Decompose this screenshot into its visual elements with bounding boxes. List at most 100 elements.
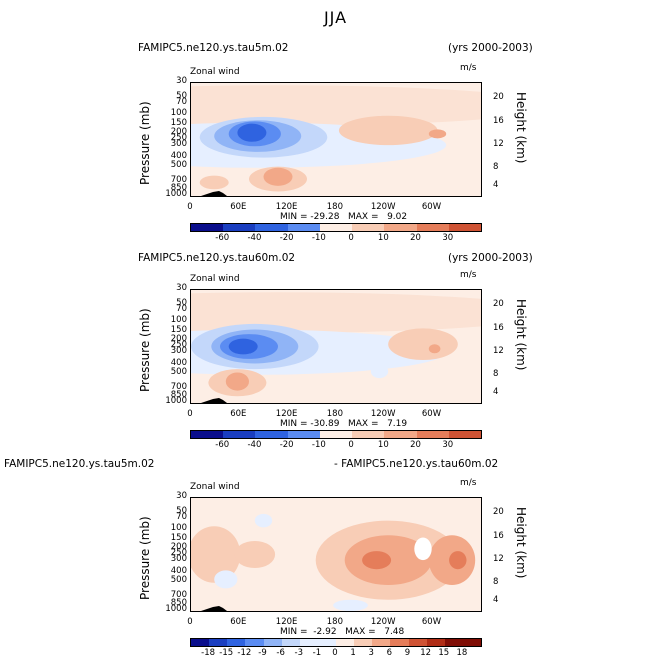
y-tick-label: 70 <box>176 512 187 523</box>
colorbar <box>190 430 482 439</box>
y-tick-label: 150 <box>170 117 187 128</box>
contour-region <box>428 129 447 139</box>
contour-region <box>191 526 241 583</box>
y-tick-label: 1000 <box>165 396 187 406</box>
contour-region <box>414 537 432 561</box>
y-tick-label: 150 <box>170 324 187 335</box>
colorbar-swatch <box>223 224 256 231</box>
panel-units: m/s <box>460 270 477 280</box>
x-tick-label: 0 <box>187 617 193 627</box>
contour-region <box>191 85 481 126</box>
y-tick-label: 300 <box>170 554 187 565</box>
y2-tick-label: 12 <box>493 139 504 150</box>
colorbar-swatch <box>448 431 481 438</box>
y-tick-label: 30 <box>176 491 187 501</box>
y2-axis-label: Height (km) <box>514 507 528 579</box>
colorbar-swatch <box>448 224 481 231</box>
colorbar-label: 0 <box>348 233 354 243</box>
panel-left-title: FAMIPC5.ne120.ys.tau5m.02 <box>138 42 289 54</box>
colorbar-label: 20 <box>410 233 421 243</box>
x-tick-label: 60W <box>421 202 442 212</box>
colorbar-swatch <box>287 224 320 231</box>
x-tick-label: 60E <box>230 409 247 419</box>
contour-region <box>362 551 392 570</box>
y-tick-label: 50 <box>176 90 187 101</box>
x-tick-label: 60E <box>230 202 247 212</box>
x-tick-label: 180 <box>326 202 343 212</box>
colorbar-swatch <box>384 224 417 231</box>
heatmap-field <box>191 513 476 611</box>
y-axis-label: Pressure (mb) <box>138 308 152 392</box>
colorbar-swatch <box>255 224 288 231</box>
y2-tick-label: 16 <box>493 322 504 333</box>
y2-tick-label: 16 <box>493 115 504 126</box>
y-tick-label: 50 <box>176 505 187 516</box>
colorbar-label: -10 <box>311 440 326 450</box>
contour-region <box>370 364 389 379</box>
colorbar-label: 10 <box>377 440 389 450</box>
colorbar-swatch <box>319 431 353 438</box>
colorbar-swatch <box>191 639 210 646</box>
colorbar-swatch <box>191 224 224 231</box>
y-tick-label: 100 <box>170 314 187 325</box>
colorbar-label: 20 <box>410 440 421 450</box>
y2-tick-label: 12 <box>493 346 504 357</box>
colorbar <box>190 638 482 647</box>
min-max-stats: MIN = -30.89 MAX = 7.19 <box>280 419 408 429</box>
y-tick-label: 1000 <box>165 189 187 199</box>
contour-region <box>338 115 438 146</box>
panel-subtitle: Zonal wind <box>190 482 240 492</box>
colorbar <box>190 223 482 232</box>
y2-tick-label: 4 <box>493 179 499 190</box>
colorbar-label: -20 <box>279 233 294 243</box>
colorbar-label: -6 <box>276 648 285 658</box>
x-tick-label: 60E <box>230 617 247 627</box>
y2-tick-label: 20 <box>493 298 504 309</box>
x-tick-label: 120W <box>370 409 396 419</box>
colorbar-label: 15 <box>438 648 450 658</box>
y-tick-label: 500 <box>170 159 187 170</box>
contour-region <box>321 548 339 572</box>
colorbar-label: 10 <box>377 233 389 243</box>
colorbar-label: 12 <box>420 648 432 658</box>
panel-right-title: (yrs 2000-2003) <box>448 42 533 54</box>
contour-region <box>237 123 267 142</box>
x-tick-label: 120E <box>275 617 298 627</box>
colorbar-label: 30 <box>442 233 454 243</box>
panel-left-title: FAMIPC5.ne120.ys.tau5m.02 <box>4 458 155 470</box>
contour-region <box>225 372 249 391</box>
contour-region <box>234 540 276 569</box>
panel-units: m/s <box>460 478 477 488</box>
y-tick-label: 250 <box>170 339 187 350</box>
y2-tick-label: 8 <box>493 368 499 379</box>
topography-mask <box>201 191 227 196</box>
colorbar-label: 18 <box>456 648 468 658</box>
colorbar-label: 6 <box>386 648 393 658</box>
colorbar-label: -20 <box>279 440 294 450</box>
colorbar-label: 3 <box>368 648 374 658</box>
y-tick-label: 70 <box>176 304 187 315</box>
panel-right-title: (yrs 2000-2003) <box>448 252 533 264</box>
y-tick-label: 250 <box>170 547 187 558</box>
colorbar-label: -40 <box>247 440 262 450</box>
colorbar-swatch <box>263 639 282 646</box>
y2-tick-label: 20 <box>493 506 504 517</box>
y-tick-label: 500 <box>170 574 187 585</box>
min-max-stats: MIN = -2.92 MAX = 7.48 <box>280 627 405 637</box>
y-tick-label: 850 <box>170 183 187 194</box>
colorbar-swatch <box>384 431 417 438</box>
colorbar-label: -1 <box>312 648 322 658</box>
heatmap-plot <box>190 497 482 612</box>
y-tick-label: 300 <box>170 139 187 150</box>
x-tick-label: 120E <box>275 202 298 212</box>
y-tick-label: 1000 <box>165 604 187 614</box>
contour-region <box>228 338 258 355</box>
colorbar-swatch <box>352 431 385 438</box>
x-tick-label: 120E <box>275 409 298 419</box>
colorbar-label: 0 <box>348 440 354 450</box>
panel-units: m/s <box>460 63 477 73</box>
x-tick-label: 120W <box>370 202 396 212</box>
y-tick-label: 700 <box>170 590 187 601</box>
y2-tick-label: 16 <box>493 530 504 541</box>
colorbar-label: 30 <box>442 440 454 450</box>
